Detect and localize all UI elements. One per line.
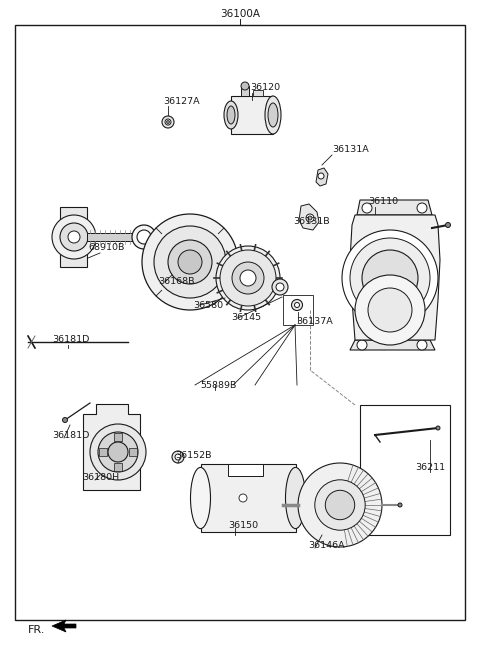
Circle shape [276,283,284,291]
Text: 68910B: 68910B [88,243,124,253]
Text: 36580: 36580 [193,300,223,310]
Circle shape [60,223,88,251]
Circle shape [315,480,365,530]
Ellipse shape [224,101,238,129]
Text: 36145: 36145 [231,314,261,323]
Ellipse shape [227,106,235,124]
Polygon shape [52,620,76,632]
Bar [114,463,122,471]
Circle shape [68,231,80,243]
Ellipse shape [265,96,281,134]
Text: 36146A: 36146A [308,541,345,550]
Circle shape [168,240,212,284]
Bar [283,295,313,325]
Circle shape [232,262,264,294]
Circle shape [240,270,256,286]
Text: 36110: 36110 [368,197,398,207]
Circle shape [350,238,430,318]
Polygon shape [253,90,263,96]
Circle shape [445,222,451,228]
Text: 36131A: 36131A [332,146,369,155]
Circle shape [357,340,367,350]
Circle shape [162,116,174,128]
Ellipse shape [231,96,259,134]
Circle shape [298,463,382,547]
Bar [360,405,450,535]
Circle shape [98,432,138,472]
Polygon shape [350,215,440,340]
Polygon shape [299,204,319,230]
Ellipse shape [268,103,278,127]
Text: 36137A: 36137A [296,318,333,327]
Text: FR.: FR. [28,625,46,635]
Circle shape [355,275,425,345]
Circle shape [362,250,418,306]
Text: 36131B: 36131B [293,218,330,226]
Circle shape [172,451,184,463]
Polygon shape [60,207,87,267]
Text: 36120: 36120 [250,83,280,92]
Circle shape [239,494,247,502]
Bar [25,230,225,405]
Circle shape [167,121,169,123]
Circle shape [436,426,440,430]
Text: 55889B: 55889B [200,380,236,390]
Circle shape [362,203,372,213]
Text: 36211: 36211 [415,464,445,472]
Circle shape [308,216,312,220]
Circle shape [132,225,156,249]
Polygon shape [228,464,263,476]
Text: 36100A: 36100A [220,9,260,19]
Text: 36181D: 36181D [52,430,89,440]
Circle shape [318,173,324,179]
Circle shape [52,215,96,259]
Circle shape [325,490,355,520]
Polygon shape [357,200,432,215]
Bar [114,433,122,441]
Circle shape [295,302,300,308]
Circle shape [178,250,202,274]
Bar [241,86,249,96]
Circle shape [175,454,181,460]
Ellipse shape [286,467,305,529]
Text: 36168B: 36168B [158,277,194,287]
Polygon shape [316,168,328,186]
Circle shape [62,417,68,422]
Circle shape [342,230,438,326]
Ellipse shape [191,467,211,529]
Circle shape [306,214,314,222]
Text: 36181D: 36181D [52,335,89,344]
Text: 36127A: 36127A [163,96,200,106]
Polygon shape [87,233,142,241]
Text: 36150: 36150 [228,520,258,529]
Text: 36180H: 36180H [82,474,119,483]
Circle shape [165,119,171,125]
Circle shape [368,288,412,332]
Circle shape [241,82,249,90]
Circle shape [90,424,146,480]
Circle shape [291,300,302,310]
Circle shape [220,250,276,306]
Circle shape [216,246,280,310]
Polygon shape [350,340,435,350]
Text: 36152B: 36152B [175,451,212,459]
Circle shape [154,226,226,298]
Circle shape [398,503,402,507]
Bar [129,448,137,456]
Circle shape [417,203,427,213]
Polygon shape [83,404,140,490]
Circle shape [142,214,238,310]
Circle shape [272,279,288,295]
Circle shape [137,230,151,244]
Circle shape [108,442,128,462]
Bar [99,448,107,456]
Polygon shape [231,96,273,134]
Polygon shape [201,464,296,532]
Circle shape [417,340,427,350]
